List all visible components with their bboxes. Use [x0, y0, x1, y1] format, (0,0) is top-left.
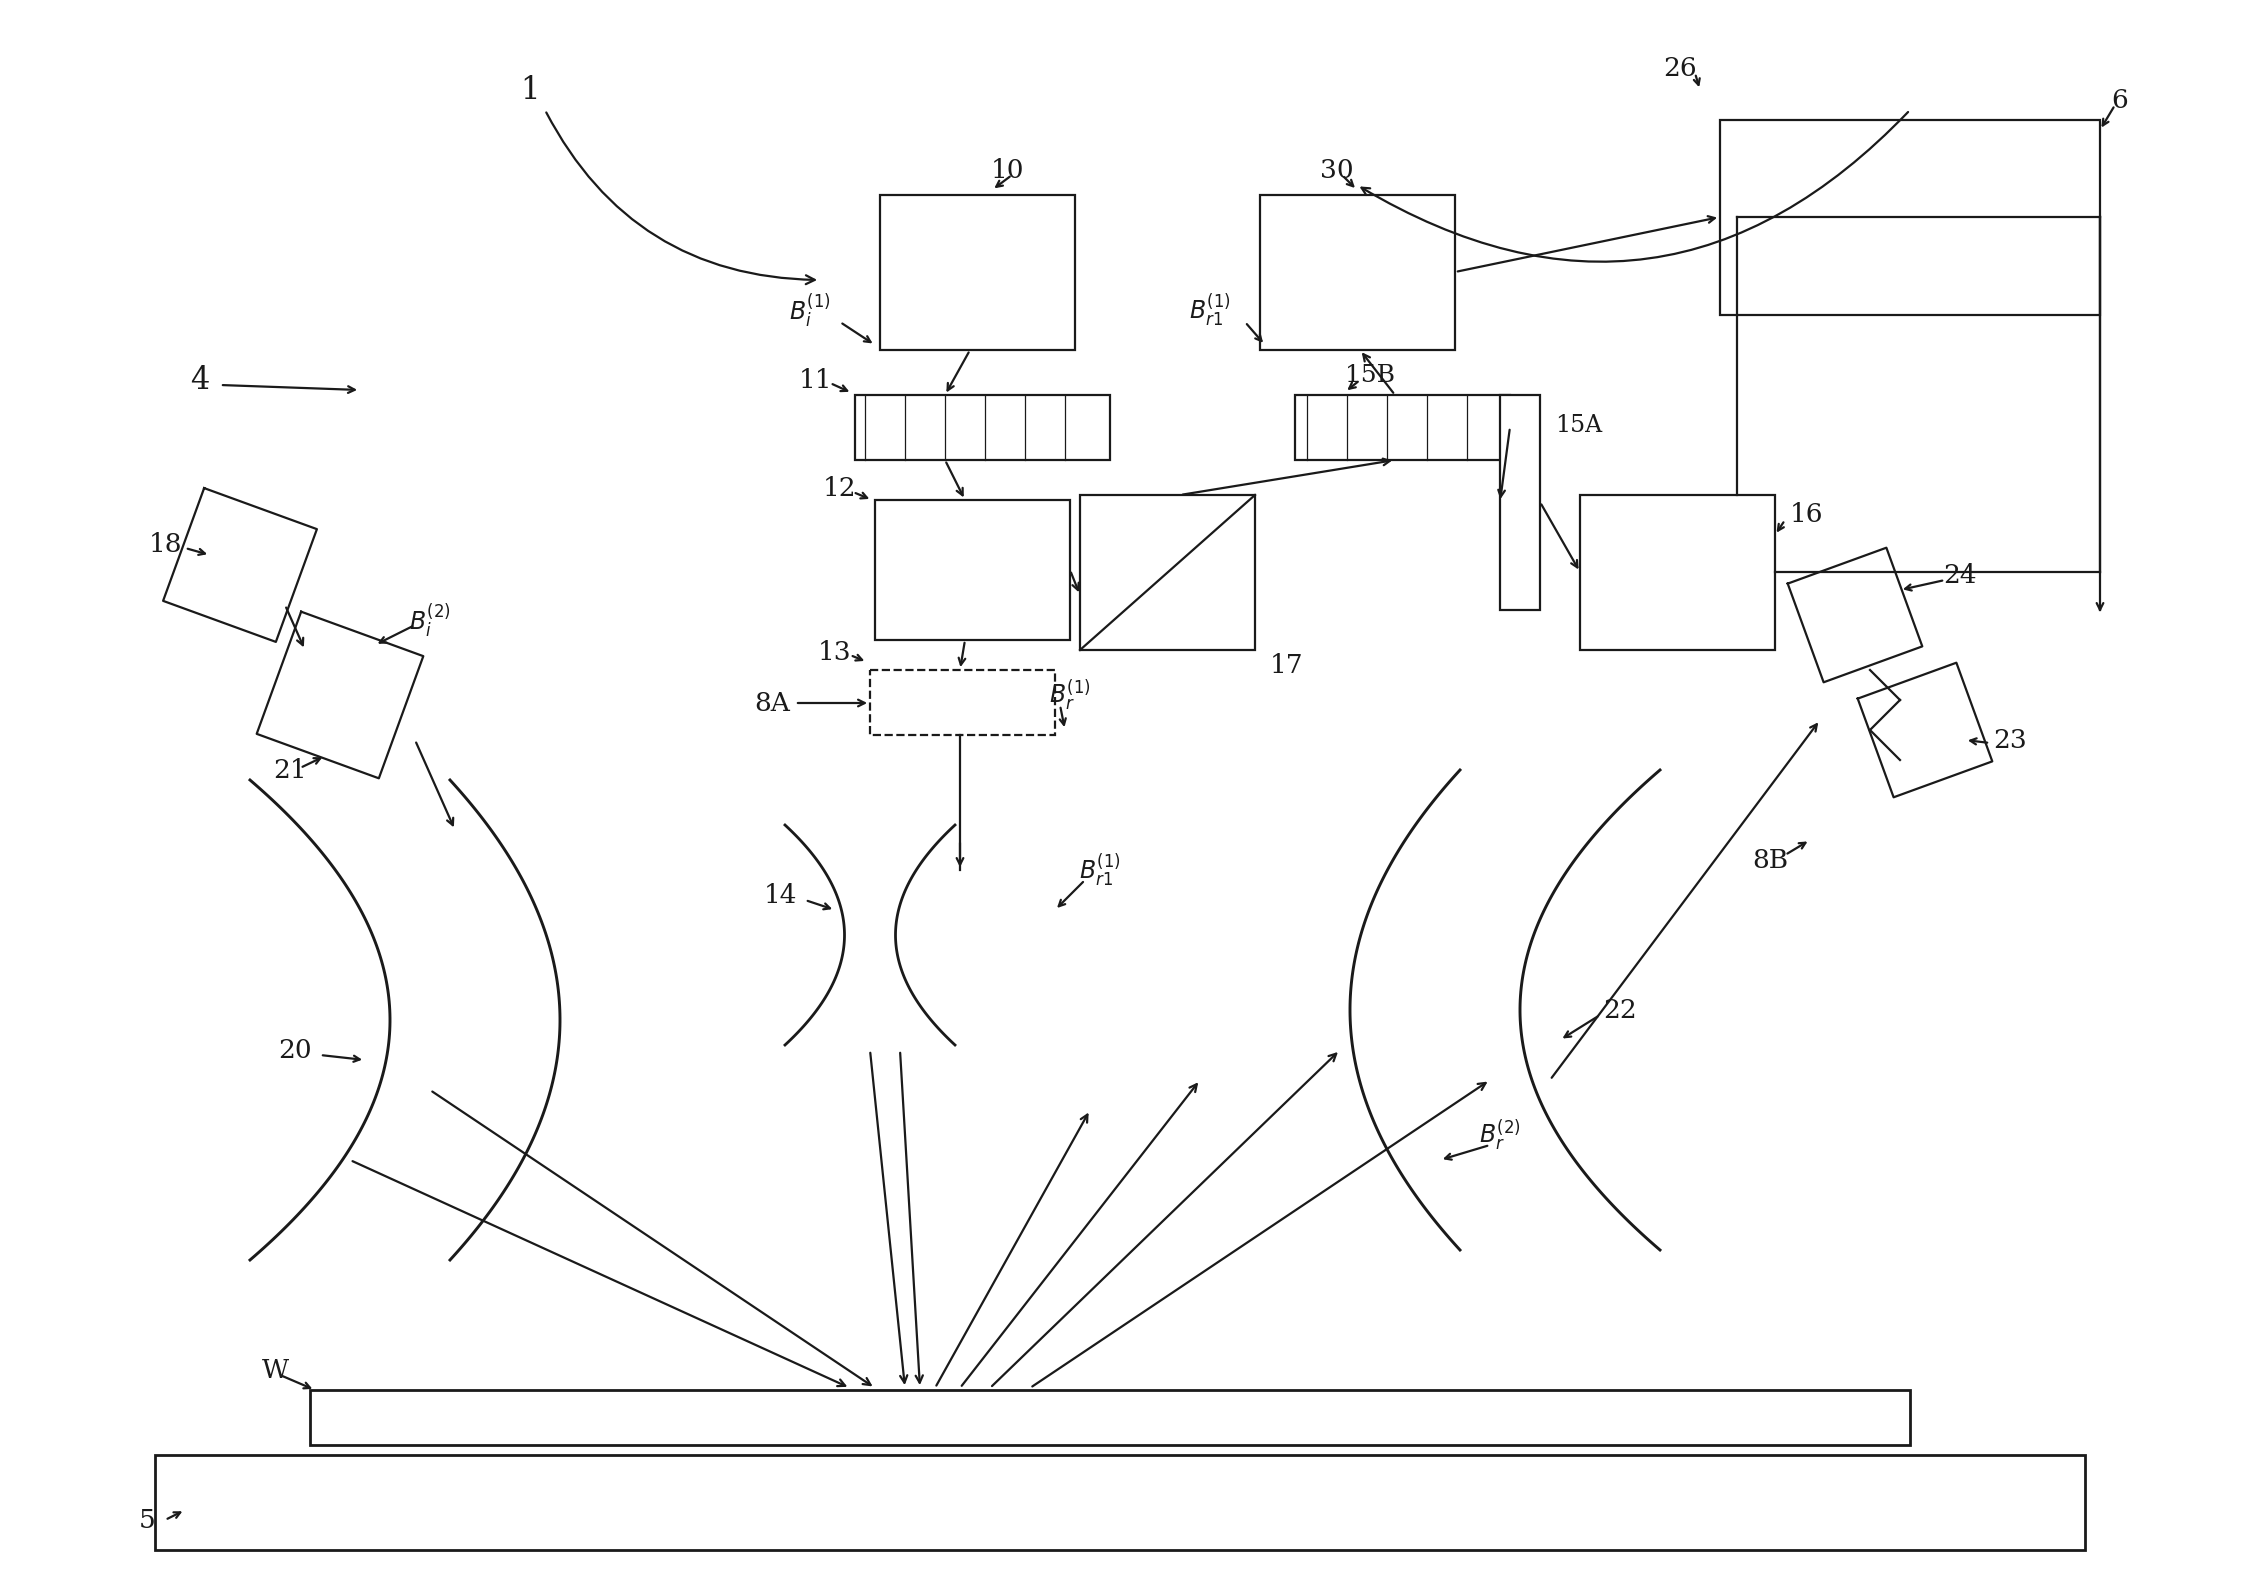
Text: $B_r^{(2)}$: $B_r^{(2)}$: [1478, 1117, 1521, 1153]
Text: $B_{r1}^{(1)}$: $B_{r1}^{(1)}$: [1079, 852, 1122, 889]
Bar: [855, 394, 1110, 459]
Bar: [1720, 120, 2099, 315]
Text: 13: 13: [819, 640, 851, 665]
Text: 14: 14: [763, 882, 797, 908]
Text: 24: 24: [1943, 562, 1977, 588]
Text: $B_{r1}^{(1)}$: $B_{r1}^{(1)}$: [1189, 291, 1230, 328]
Text: 17: 17: [1271, 653, 1305, 678]
Text: 16: 16: [1790, 502, 1824, 527]
Bar: [1501, 394, 1539, 610]
Bar: [1081, 496, 1255, 649]
Bar: [156, 1456, 2085, 1551]
Text: 5: 5: [138, 1508, 156, 1532]
Bar: [869, 670, 1054, 735]
Text: $B_i^{(2)}$: $B_i^{(2)}$: [409, 600, 451, 638]
Text: 21: 21: [273, 757, 307, 782]
Text: $B_i^{(1)}$: $B_i^{(1)}$: [790, 291, 831, 329]
Text: W: W: [262, 1357, 289, 1383]
Bar: [309, 1391, 1909, 1445]
Text: 11: 11: [799, 367, 833, 393]
Text: 6: 6: [2113, 87, 2128, 112]
Text: 18: 18: [149, 532, 183, 558]
Bar: [880, 195, 1074, 350]
Bar: [876, 501, 1070, 640]
Text: 22: 22: [1602, 998, 1636, 1023]
Text: 15B: 15B: [1345, 363, 1395, 386]
Text: 1: 1: [521, 74, 539, 106]
Text: 12: 12: [824, 475, 858, 501]
Text: 10: 10: [991, 157, 1025, 182]
Text: 8B: 8B: [1751, 847, 1788, 873]
Text: 8A: 8A: [754, 691, 790, 716]
Text: 23: 23: [1993, 727, 2027, 752]
Text: 15A: 15A: [1555, 413, 1602, 437]
Bar: [1259, 195, 1456, 350]
Bar: [1296, 394, 1510, 459]
Text: 30: 30: [1320, 157, 1354, 182]
Text: $B_r^{(1)}$: $B_r^{(1)}$: [1050, 678, 1090, 713]
Bar: [1580, 496, 1774, 649]
Text: 26: 26: [1663, 55, 1697, 81]
Text: 20: 20: [278, 1038, 311, 1063]
Text: 4: 4: [190, 364, 210, 396]
